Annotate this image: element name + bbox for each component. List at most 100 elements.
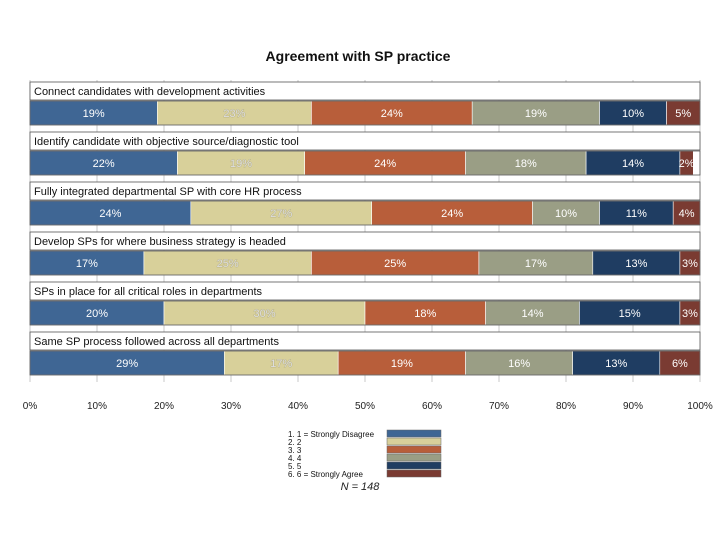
- bar-segment: [29, 200, 192, 226]
- legend-entry-label: 4. 4: [288, 454, 302, 463]
- legend-entry-label: 6. 6 = Strongly Agree: [288, 470, 363, 479]
- legend-entry-label: 5. 5: [288, 462, 302, 471]
- chart-title: Agreement with SP practice: [266, 48, 451, 64]
- bar-rows: Connect candidates with development acti…: [29, 81, 701, 376]
- sample-size-note: N = 148: [341, 481, 381, 493]
- data-label: 22%: [93, 158, 115, 170]
- category-label-band: [29, 231, 701, 251]
- data-label: 16%: [508, 358, 530, 370]
- data-label: 13%: [625, 258, 647, 270]
- x-tick-label: 60%: [422, 401, 442, 412]
- data-label: 11%: [626, 208, 647, 220]
- bar-outline: [29, 100, 701, 126]
- x-tick-label: 70%: [489, 401, 509, 412]
- x-tick-label: 10%: [87, 401, 107, 412]
- x-tick-label: 80%: [556, 401, 576, 412]
- data-label: 3%: [682, 258, 698, 270]
- bar-outline: [29, 250, 701, 276]
- category-label: Identify candidate with objective source…: [34, 136, 299, 148]
- bar-outline: [29, 300, 701, 326]
- data-label: 17%: [76, 258, 98, 270]
- legend-swatch: [386, 429, 442, 438]
- bar-segment: [465, 150, 587, 176]
- data-label: 4%: [679, 208, 695, 220]
- legend-entry-label: 1. 1 = Strongly Disagree: [288, 430, 375, 439]
- bar-segment: [485, 300, 580, 326]
- legend-swatch: [386, 437, 442, 446]
- data-label: 14%: [622, 158, 644, 170]
- bar-outline: [29, 200, 701, 226]
- bar-outline: [29, 350, 701, 376]
- bar-row: Connect candidates with development acti…: [29, 81, 701, 126]
- data-label: 20%: [86, 308, 108, 320]
- data-label: 24%: [381, 108, 403, 120]
- legend-swatch: [386, 469, 442, 478]
- legend-entry-label: 2. 2: [288, 438, 302, 447]
- bar-segment: [157, 100, 312, 126]
- category-label-band: [29, 281, 701, 301]
- data-label: 17%: [270, 358, 292, 370]
- data-label: 5%: [675, 108, 691, 120]
- data-label: 15%: [619, 308, 641, 320]
- category-label-band: [29, 81, 701, 101]
- data-label: 3%: [682, 308, 698, 320]
- data-label: 27%: [270, 208, 292, 220]
- bar-row: SPs in place for all critical roles in d…: [29, 281, 701, 326]
- data-label: 19%: [230, 158, 252, 170]
- data-label: 23%: [223, 108, 245, 120]
- data-label: 18%: [414, 308, 436, 320]
- x-tick-label: 30%: [221, 401, 241, 412]
- category-label: Same SP process followed across all depa…: [34, 336, 279, 348]
- legend-swatch: [386, 461, 442, 470]
- category-label-band: [29, 181, 701, 201]
- data-label: 17%: [525, 258, 547, 270]
- bar-row: Develop SPs for where business strategy …: [29, 231, 701, 276]
- x-tick-label: 50%: [355, 401, 375, 412]
- data-label: 14%: [521, 308, 543, 320]
- x-tick-label: 0%: [23, 401, 38, 412]
- x-tick-label: 40%: [288, 401, 308, 412]
- category-label: Connect candidates with development acti…: [34, 86, 266, 98]
- legend-swatch: [386, 453, 442, 462]
- data-label: 29%: [116, 358, 138, 370]
- bar-segment: [532, 200, 600, 226]
- category-label-band: [29, 131, 701, 151]
- bar-segment: [143, 250, 312, 276]
- data-label: 19%: [391, 358, 413, 370]
- data-label: 2%: [679, 158, 695, 170]
- bar-segment: [177, 150, 305, 176]
- data-label: 24%: [374, 158, 396, 170]
- legend-entry-label: 3. 3: [288, 446, 302, 455]
- data-label: 18%: [515, 158, 537, 170]
- bar-row: Fully integrated departmental SP with co…: [29, 181, 701, 226]
- bar-segment: [592, 250, 681, 276]
- category-label-band: [29, 331, 701, 351]
- data-label: 24%: [441, 208, 463, 220]
- data-label: 10%: [622, 108, 644, 120]
- bar-segment: [585, 150, 681, 176]
- data-label: 6%: [672, 358, 688, 370]
- data-label: 25%: [217, 258, 239, 270]
- data-label: 30%: [253, 308, 275, 320]
- bar-segment: [29, 100, 158, 126]
- x-tick-label: 100%: [687, 401, 713, 412]
- data-label: 25%: [384, 258, 406, 270]
- legend-swatch: [386, 445, 442, 454]
- bar-outline: [29, 150, 701, 176]
- bar-segment: [224, 350, 339, 376]
- category-label: Fully integrated departmental SP with co…: [34, 186, 302, 198]
- data-label: 19%: [83, 108, 105, 120]
- bar-row: Same SP process followed across all depa…: [29, 331, 701, 376]
- bar-segment: [666, 100, 701, 126]
- x-tick-label: 20%: [154, 401, 174, 412]
- category-label: SPs in place for all critical roles in d…: [34, 286, 263, 298]
- bar-row: Identify candidate with objective source…: [29, 131, 701, 176]
- category-label: Develop SPs for where business strategy …: [34, 236, 286, 248]
- bar-segment: [29, 150, 178, 176]
- data-label: 10%: [555, 208, 577, 220]
- x-axis: 0% 10% 20% 30% 40% 50% 60% 70% 80% 90% 100%: [23, 401, 713, 412]
- x-tick-label: 90%: [623, 401, 643, 412]
